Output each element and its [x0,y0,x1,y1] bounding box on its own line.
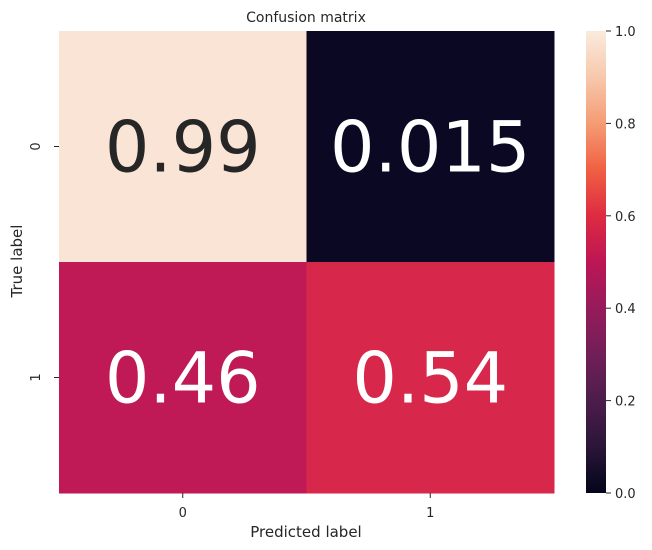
y-axis-label: True label [8,225,26,299]
x-tick-label: 1 [426,506,434,521]
cell-annotation-1-1: 0.54 [352,338,508,420]
colorbar-tick-label: 0.6 [615,210,636,225]
colorbar [586,31,606,493]
x-axis-label: Predicted label [250,523,361,541]
heatmap-grid: 0.99 0.015 0.46 0.54 [59,31,555,494]
chart-title: Confusion matrix [246,10,366,26]
cell-annotation-0-1: 0.015 [330,107,530,189]
colorbar-tick-label: 0.0 [615,487,636,502]
heatmap-cell-1-1 [306,262,555,494]
x-tick-label: 0 [179,506,187,521]
heatmap-cell-0-0 [59,31,307,263]
colorbar-ticks: 0.0 0.2 0.4 0.6 0.8 1.0 [606,25,636,502]
cell-annotation-0-0: 0.99 [105,107,261,189]
y-axis: 01 [29,142,59,382]
heatmap-cell-0-1 [306,31,555,263]
y-tick-label: 1 [29,373,44,381]
colorbar-tick-label: 0.8 [615,117,636,132]
cell-annotation-1-0: 0.46 [105,338,261,420]
colorbar-tick-label: 1.0 [615,25,636,40]
colorbar-tick-label: 0.2 [615,395,636,410]
y-tick-label: 0 [29,142,44,150]
colorbar-tick-label: 0.4 [615,302,636,317]
heatmap-cell-1-0 [59,262,307,494]
